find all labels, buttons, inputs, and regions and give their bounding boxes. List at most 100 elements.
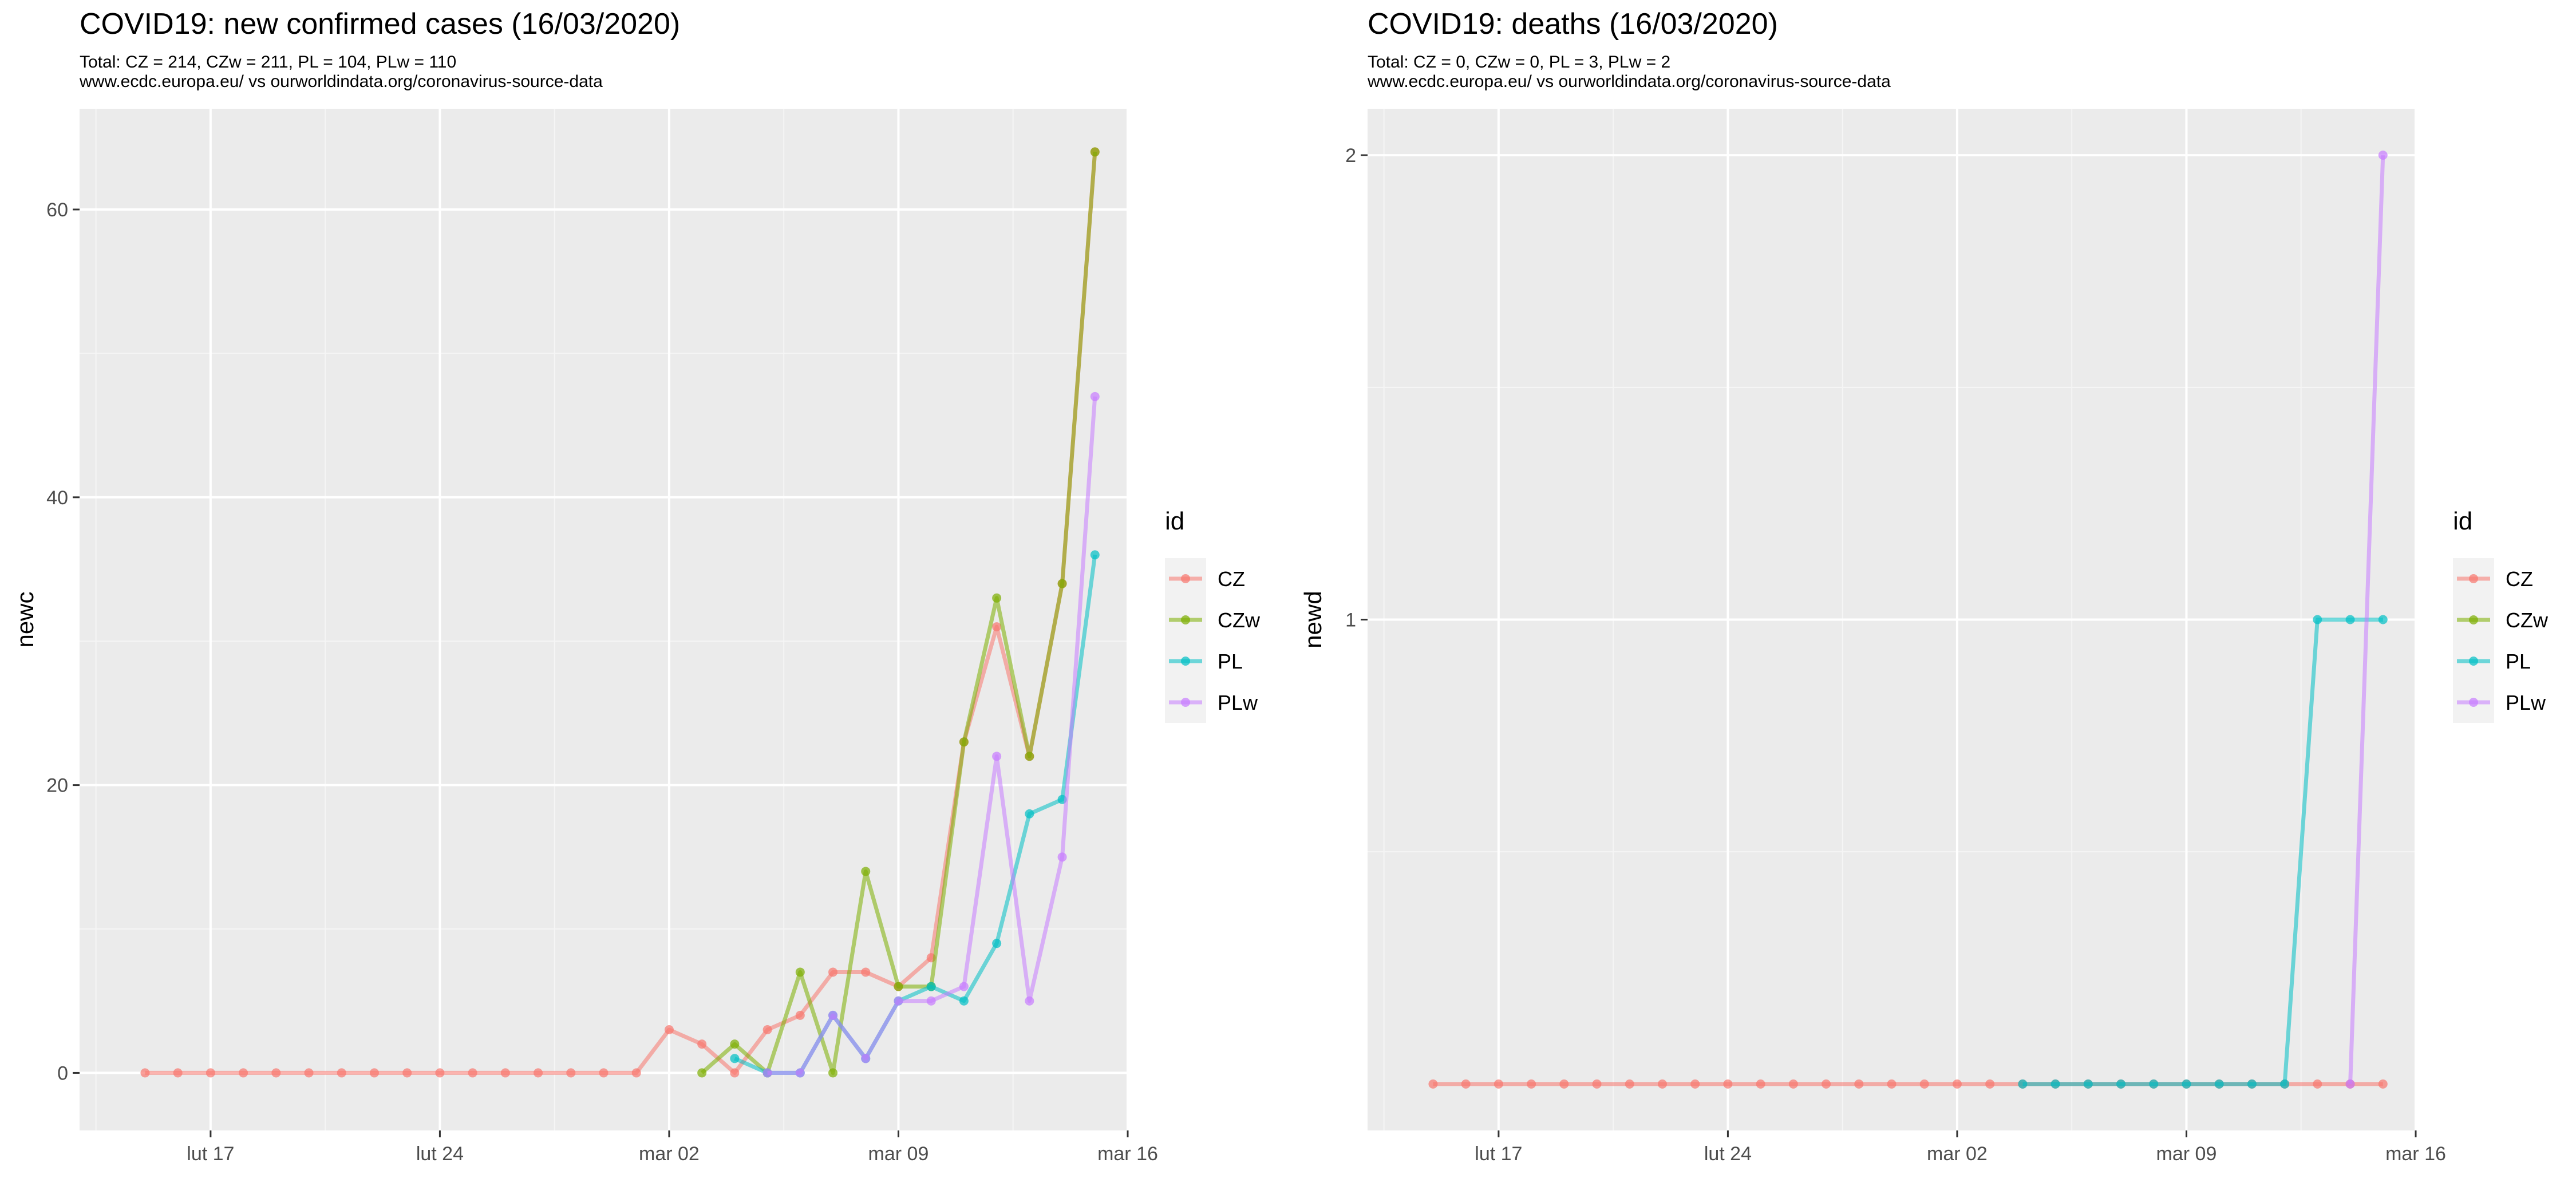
y-tick-label: 0	[57, 1062, 68, 1084]
data-point-pl	[2050, 1079, 2060, 1089]
x-tick-label: mar 16	[2385, 1143, 2446, 1165]
data-point-cz	[828, 967, 838, 977]
y-tick-label: 1	[1345, 610, 1356, 631]
data-point-cz	[337, 1068, 346, 1078]
data-point-pl	[1025, 809, 1034, 819]
data-point-cz	[1559, 1079, 1569, 1089]
data-point-pl	[992, 939, 1002, 948]
data-point-cz	[500, 1068, 510, 1078]
legend-key-point	[2469, 657, 2478, 666]
new-cases-plot: 0 20 40 60 lut 17 lut 24 mar 02 mar 09 mar 16 new…	[11, 109, 1261, 1165]
data-point-pl	[730, 1054, 740, 1063]
data-point-cz	[1592, 1079, 1602, 1089]
data-point-cz	[140, 1068, 150, 1078]
data-point-cz	[762, 1025, 772, 1035]
new-cases-chart-panel: COVID19: new confirmed cases (16/03/2020…	[11, 7, 1261, 1165]
x-tick-label: lut 17	[1475, 1143, 1522, 1165]
data-point-plw	[795, 1068, 805, 1078]
data-point-cz	[992, 622, 1002, 632]
data-point-cz	[1625, 1079, 1634, 1089]
data-point-czw	[795, 967, 805, 977]
data-point-plw	[926, 996, 936, 1006]
data-point-cz	[599, 1068, 609, 1078]
data-point-plw	[1090, 392, 1100, 401]
legend-title: id	[1165, 507, 1184, 535]
data-point-cz	[795, 1010, 805, 1020]
data-point-cz	[631, 1068, 641, 1078]
series-line-plw	[2348, 155, 2385, 1085]
y-tick-label: 20	[46, 775, 68, 797]
data-point-czw	[828, 1068, 838, 1078]
data-point-cz	[173, 1068, 183, 1078]
data-point-pl	[959, 996, 969, 1006]
data-point-pl	[1090, 550, 1100, 560]
data-point-czw	[1025, 752, 1034, 761]
data-point-cz	[1854, 1079, 1864, 1089]
deaths-chart-panel: COVID19: deaths (16/03/2020) Total: CZ =…	[1288, 0, 2576, 1202]
x-tick-label: mar 16	[1097, 1143, 1158, 1165]
data-point-czw	[992, 593, 1002, 603]
data-point-cz	[239, 1068, 248, 1078]
data-point-cz	[2313, 1079, 2322, 1089]
legend-label-cz: CZ	[1218, 567, 1245, 591]
data-point-cz	[402, 1068, 412, 1078]
data-point-pl	[2182, 1079, 2191, 1089]
legend-key-point	[2469, 574, 2478, 583]
data-point-cz	[468, 1068, 477, 1078]
data-point-plw	[992, 752, 1002, 761]
legend-key-point	[1181, 574, 1190, 583]
data-point-pl	[2345, 615, 2355, 624]
data-point-cz	[1723, 1079, 1733, 1089]
data-point-pl	[2149, 1079, 2159, 1089]
legend-label-cz: CZ	[2506, 567, 2533, 591]
data-point-cz	[1756, 1079, 1765, 1089]
data-point-cz	[1822, 1079, 1831, 1089]
y-axis-label: newc	[11, 591, 38, 647]
data-point-plw	[1025, 996, 1034, 1006]
data-point-cz	[271, 1068, 281, 1078]
data-point-plw	[959, 982, 969, 991]
x-tick-label: lut 17	[187, 1143, 234, 1165]
series-line-pl	[2022, 618, 2383, 1086]
data-point-pl	[2018, 1079, 2028, 1089]
data-point-pl	[2247, 1079, 2257, 1089]
data-point-czw	[894, 982, 903, 991]
legend-label-plw: PLw	[2506, 691, 2546, 714]
data-point-cz	[1952, 1079, 1962, 1089]
legend-label-plw: PLw	[1218, 691, 1258, 714]
chart-subtitle-totals: Total: CZ = 0, CZw = 0, PL = 3, PLw = 2	[1368, 53, 1671, 72]
legend-label-pl: PL	[2506, 650, 2531, 673]
chart-subtitle-totals: Total: CZ = 214, CZw = 211, PL = 104, PL…	[80, 53, 457, 72]
data-point-cz	[1657, 1079, 1667, 1089]
data-point-pl	[2280, 1079, 2290, 1089]
data-point-plw	[762, 1068, 772, 1078]
data-point-cz	[1494, 1079, 1503, 1089]
data-point-pl	[2214, 1079, 2224, 1089]
chart-subtitle-sources: www.ecdc.europa.eu/ vs ourworldindata.or…	[80, 72, 603, 91]
y-axis-label: newd	[1299, 591, 1326, 648]
data-point-czw	[1057, 579, 1067, 588]
data-point-cz	[1461, 1079, 1471, 1089]
x-tick-label: lut 24	[1704, 1143, 1752, 1165]
x-tick-label: lut 24	[416, 1143, 464, 1165]
x-tick-label: mar 02	[639, 1143, 700, 1165]
data-point-pl	[2378, 615, 2388, 624]
data-point-czw	[1090, 147, 1100, 157]
legend-key-point	[1181, 657, 1190, 666]
y-tick-label: 2	[1345, 145, 1356, 167]
data-point-czw	[730, 1039, 740, 1049]
data-point-cz	[206, 1068, 215, 1078]
data-point-pl	[2083, 1079, 2093, 1089]
data-point-pl	[2116, 1079, 2126, 1089]
data-point-cz	[1985, 1079, 1995, 1089]
data-point-cz	[1788, 1079, 1798, 1089]
y-tick-label: 40	[46, 487, 68, 509]
data-point-plw	[861, 1054, 871, 1063]
data-point-cz	[697, 1039, 707, 1049]
deaths-plot: 1 2 lut 17 lut 24 mar 02 mar 09 mar 16 newd id CZ…	[1299, 109, 2549, 1165]
data-point-plw	[2378, 151, 2388, 160]
legend-key-point	[1181, 615, 1190, 624]
chart-subtitle-sources: www.ecdc.europa.eu/ vs ourworldindata.or…	[1368, 72, 1891, 91]
x-tick-label: mar 09	[2156, 1143, 2217, 1165]
data-point-cz	[1690, 1079, 1700, 1089]
